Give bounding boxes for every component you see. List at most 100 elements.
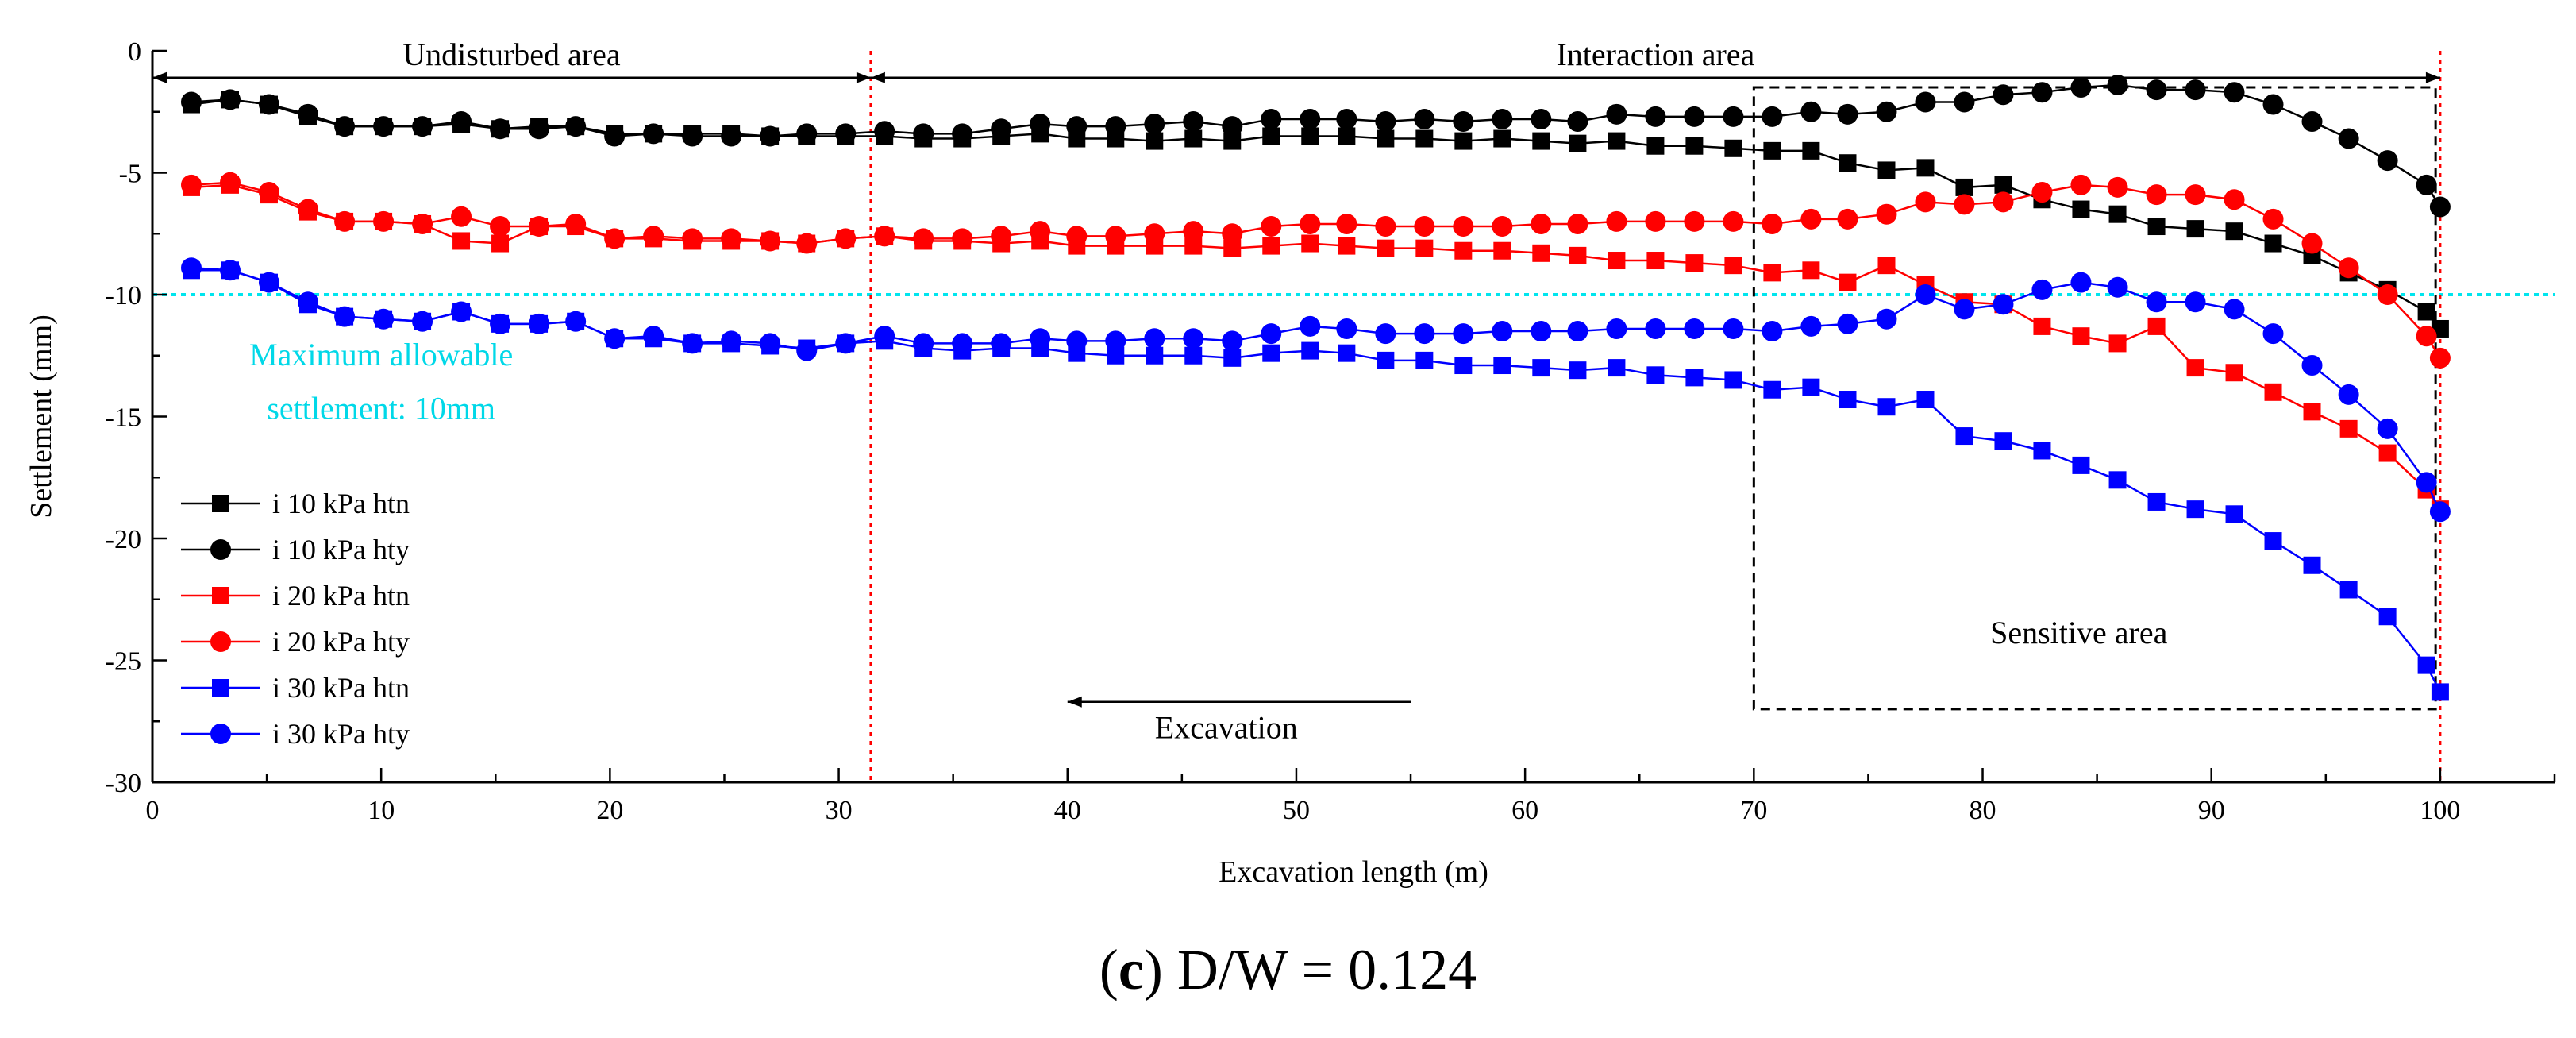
series-0 [182,91,2449,338]
series-1-point-48 [2031,82,2053,103]
legend-item-3: i 20 kPa hty [181,626,410,658]
series-0-point-54 [2264,234,2282,253]
series-5-point-27 [1222,330,1243,352]
series-3 [180,172,2451,369]
caption-letter: c [1118,938,1144,1001]
series-4-point-44 [1877,398,1896,416]
series-5-point-4 [334,306,356,327]
series-1-point-9 [529,118,550,140]
series-3-point-39 [1684,210,1705,232]
series-5-point-37 [1606,318,1627,339]
series-4-point-30 [1338,344,1356,362]
series-4-point-35 [1532,359,1550,377]
series-2-point-53 [2225,364,2243,382]
y-tick-label--5: -5 [119,160,141,189]
series-3-point-30 [1336,213,1357,234]
series-5-point-2 [258,272,279,293]
series-1-point-57 [2377,150,2398,172]
series-1-point-12 [643,123,664,145]
y-tick-label--20: -20 [106,525,141,554]
series-2-point-48 [2033,317,2051,335]
series-5 [180,257,2451,523]
series-3-point-0 [180,174,202,195]
series-0-point-27 [1223,132,1242,150]
series-3-point-33 [1453,216,1474,237]
series-5-point-18 [874,326,895,347]
series-1-point-35 [1531,108,1552,129]
series-4-point-33 [1454,357,1473,375]
legend-swatch-marker-0 [212,495,229,512]
series-1-point-39 [1684,106,1705,127]
series-4-point-36 [1569,361,1587,380]
series-2-point-51 [2147,317,2166,335]
series-3-point-36 [1567,213,1588,234]
series-5-point-25 [1144,328,1165,349]
series-5-point-58 [2416,472,2437,493]
series-4-point-56 [2339,581,2358,599]
series-1-point-13 [682,125,703,147]
series-1-point-31 [1375,111,1396,133]
series-0-point-46 [1955,178,1973,196]
series-2-point-32 [1415,239,1434,257]
figure-caption: (c) D/W = 0.124 [0,937,2576,1003]
series-3-point-42 [1800,208,1822,230]
series-2-point-37 [1608,252,1626,270]
series-1-point-18 [874,121,895,142]
legend-swatch-marker-4 [212,679,229,697]
series-3-point-4 [334,210,356,232]
threshold-label-line1: Maximum allowable [249,337,513,372]
series-3-point-59 [2429,347,2451,369]
series-5-point-13 [682,333,703,354]
series-4-point-47 [1994,432,2012,450]
series-3-point-29 [1300,213,1321,234]
series-3-point-9 [529,216,550,237]
series-4-point-26 [1184,346,1203,365]
region-layer: Sensitive area Undisturbed area Interactio… [152,37,2442,782]
series-0-point-28 [1262,127,1280,145]
series-3-point-54 [2262,208,2284,230]
series-3-point-12 [643,226,664,247]
series-0-point-53 [2225,222,2243,241]
excavation-label: Excavation [1155,710,1298,746]
series-1-point-34 [1492,108,1513,129]
series-3-point-8 [490,216,511,237]
series-1-point-2 [258,94,279,115]
series-1-point-37 [1606,103,1627,125]
interaction-area-label: Interaction area [1556,37,1754,72]
series-1-point-44 [1876,101,1897,122]
series-5-point-3 [297,291,318,313]
legend-swatch-marker-3 [210,631,231,652]
legend-label-5: i 30 kPa hty [272,718,410,750]
excavation-arrow-head [1067,696,1082,708]
series-5-point-1 [219,260,241,281]
series-2-point-50 [2108,334,2127,353]
series-4-point-31 [1377,351,1395,369]
series-1-point-3 [297,103,318,125]
series-2-point-35 [1532,244,1550,262]
series-3-point-18 [874,226,895,247]
series-1-point-17 [835,123,857,145]
series-1-point-20 [952,123,973,145]
series-2-point-33 [1454,241,1473,260]
series-3-point-26 [1183,221,1204,242]
series-5-point-35 [1531,321,1552,342]
series-1-point-28 [1261,108,1282,129]
series-2-point-38 [1646,252,1665,270]
series-3-point-55 [2301,233,2323,254]
legend-swatch-marker-5 [210,724,231,744]
series-4-point-54 [2264,532,2282,550]
caption-text: D/W = 0.124 [1162,938,1477,1001]
series-5-point-45 [1915,284,1936,305]
series-1-point-19 [913,123,934,145]
series-1-point-11 [604,125,626,147]
series-1-point-46 [1954,91,1975,113]
series-1-point-6 [412,116,433,137]
series-4-point-24 [1107,346,1125,365]
legend-item-0: i 10 kPa htn [181,488,410,519]
series-3-point-17 [835,228,857,249]
series-3-point-51 [2146,184,2167,206]
series-3-point-46 [1954,194,1975,215]
series-4-point-28 [1262,344,1280,362]
series-5-point-51 [2146,291,2167,313]
series-0-point-42 [1802,141,1820,160]
